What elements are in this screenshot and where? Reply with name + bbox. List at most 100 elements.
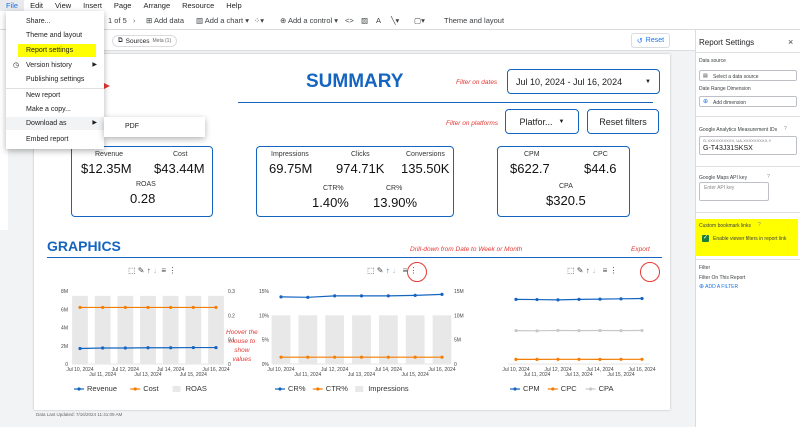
dropdown-arrow-icon: ▼ <box>558 118 565 125</box>
select-icon[interactable]: ⬚ <box>367 266 375 275</box>
legend-swatch-cpm <box>513 387 517 391</box>
reset-filters-button[interactable]: Reset filters <box>587 109 659 134</box>
menu-edit[interactable]: Edit <box>30 1 44 10</box>
menu-item-version-history[interactable]: ◷ Version history ▶ <box>6 59 104 72</box>
theme-layout-button[interactable]: Theme and layout <box>444 15 505 25</box>
y-tick-label: 0.2 <box>228 313 235 319</box>
menu-item-embed-report[interactable]: Embed report <box>26 136 69 143</box>
data-point-cpm <box>640 296 644 301</box>
drill-up-icon[interactable]: ↑ <box>146 266 151 275</box>
reset-button[interactable]: ↺ Reset <box>631 33 670 48</box>
x-tick-label: Jul 12, 2024 <box>544 367 571 373</box>
close-icon[interactable]: × <box>788 37 794 47</box>
data-point-cpc <box>577 357 581 361</box>
add-chart-button[interactable]: ▥ Add a chart ▾ <box>196 15 249 25</box>
menu-item-new-report[interactable]: New report <box>26 92 61 99</box>
add-data-label: Add data <box>153 15 184 25</box>
edit-icon[interactable]: ✎ <box>376 266 384 275</box>
help-icon[interactable]: ? <box>767 174 770 180</box>
menu-insert[interactable]: Insert <box>83 1 102 10</box>
filter-icon[interactable]: ≡ <box>602 266 608 275</box>
bar-impressions <box>432 315 452 364</box>
y-tick-label: 6M <box>61 307 68 313</box>
submenu-arrow-icon: ▶ <box>92 120 97 126</box>
kpi-label: CPM <box>524 151 540 158</box>
add-filter-button[interactable]: ⊕ ADD A FILTER <box>699 283 738 290</box>
menu-item-download-as[interactable]: Download as ▶ <box>6 117 104 130</box>
legend-label: Revenue <box>87 384 117 393</box>
drill-up-icon[interactable]: ↑ <box>585 266 590 275</box>
bookmark-checkbox[interactable]: ✓ <box>702 235 709 242</box>
edit-icon[interactable]: ✎ <box>137 266 145 275</box>
ga-hint: G-XXXXXXXXXX, UA-XXXXXXXXX-Y <box>703 138 772 143</box>
legend-swatch-revenue <box>77 387 81 391</box>
page-indicator[interactable]: 1 of 5 <box>108 15 127 25</box>
shape-tool-icon[interactable]: ▢▾ <box>414 15 425 25</box>
menu-item-report-settings[interactable]: Report settings <box>18 44 96 57</box>
x-tick-label: Jul 11, 2024 <box>294 372 321 378</box>
drill-down-icon[interactable]: ↓ <box>391 266 396 275</box>
text-icon[interactable]: A <box>376 15 382 25</box>
image-icon[interactable]: ▨ <box>361 15 369 25</box>
drill-down-icon[interactable]: ↓ <box>591 266 596 275</box>
summary-title: SUMMARY <box>306 71 404 92</box>
file-menu: Share... Theme and layout Report setting… <box>6 11 104 149</box>
ga-input[interactable]: G-XXXXXXXXXX, UA-XXXXXXXXX-Y G-T43J31SKS… <box>699 136 797 155</box>
select-icon[interactable]: ⬚ <box>567 266 575 275</box>
menu-item-publishing-settings[interactable]: Publishing settings <box>26 76 85 83</box>
help-icon[interactable]: ? <box>758 222 761 228</box>
data-point-revenue <box>169 346 173 350</box>
maps-api-input[interactable]: Enter API key <box>699 182 769 201</box>
filter-icon[interactable]: ≡ <box>402 266 408 275</box>
hover-annotation-line: mouse to <box>228 338 256 345</box>
data-point-revenue <box>191 345 195 350</box>
menu-item-make-copy[interactable]: Make a copy... <box>26 106 72 113</box>
data-source-select[interactable]: ▤ Select a data source <box>699 70 797 81</box>
line-tool-icon[interactable]: ╲▾ <box>391 15 400 25</box>
embed-code-icon[interactable]: <> <box>345 15 354 25</box>
summary-divider <box>238 102 653 103</box>
legend-label: CTR% <box>326 384 348 393</box>
help-icon[interactable]: ? <box>784 126 787 132</box>
next-page-icon[interactable]: › <box>133 15 136 25</box>
menu-item-pdf[interactable]: PDF <box>125 123 139 130</box>
x-tick-label: Jul 15, 2024 <box>607 372 634 378</box>
community-viz-icon[interactable]: ⁘▾ <box>254 15 265 25</box>
menu-item-theme-layout[interactable]: Theme and layout <box>26 32 83 39</box>
menu-item-share[interactable]: Share... <box>26 18 51 25</box>
menu-file[interactable]: File <box>0 0 25 11</box>
data-point-ctr <box>359 355 364 359</box>
y-tick-label: 0 <box>228 362 231 368</box>
submenu-arrow-icon: ▶ <box>92 62 97 68</box>
add-control-button[interactable]: ⊕ Add a control ▾ <box>280 15 339 25</box>
red-arrow-icon <box>104 83 110 89</box>
date-range-picker[interactable]: Jul 10, 2024 - Jul 16, 2024 ▼ <box>507 69 660 94</box>
add-dimension-field[interactable]: ⊕ Add dimension <box>699 96 797 107</box>
add-data-button[interactable]: ⊞ Add data <box>146 16 184 25</box>
more-options-icon[interactable]: ⋮ <box>609 266 618 275</box>
panel-divider <box>696 52 800 53</box>
platform-filter[interactable]: Platfor... ▼ <box>505 109 579 134</box>
menu-resource[interactable]: Resource <box>182 1 215 10</box>
add-chart-label: Add a chart <box>204 15 244 25</box>
bar-impressions <box>325 315 345 364</box>
menu-view[interactable]: View <box>55 1 72 10</box>
add-data-icon: ⊞ <box>146 15 154 25</box>
bar-roas <box>94 295 111 364</box>
sources-chip[interactable]: ⧉ Sources Meta (1) <box>112 35 178 47</box>
graphics-divider <box>47 257 662 258</box>
drill-up-icon[interactable]: ↑ <box>385 266 390 275</box>
edit-icon[interactable]: ✎ <box>576 266 584 275</box>
more-options-icon[interactable]: ⋮ <box>168 266 177 275</box>
menu-arrange[interactable]: Arrange <box>143 1 171 10</box>
panel-divider <box>696 259 800 260</box>
y-tick-label: 0.3 <box>228 289 235 295</box>
drill-down-icon[interactable]: ↓ <box>152 266 157 275</box>
y-tick-label: 10M <box>454 313 464 319</box>
filter-icon[interactable]: ≡ <box>161 266 167 275</box>
menu-help[interactable]: Help <box>226 1 242 10</box>
menu-page[interactable]: Page <box>113 1 132 10</box>
select-icon[interactable]: ⬚ <box>128 266 136 275</box>
data-point-cost <box>191 305 195 310</box>
legend-swatch-cr <box>278 387 282 391</box>
